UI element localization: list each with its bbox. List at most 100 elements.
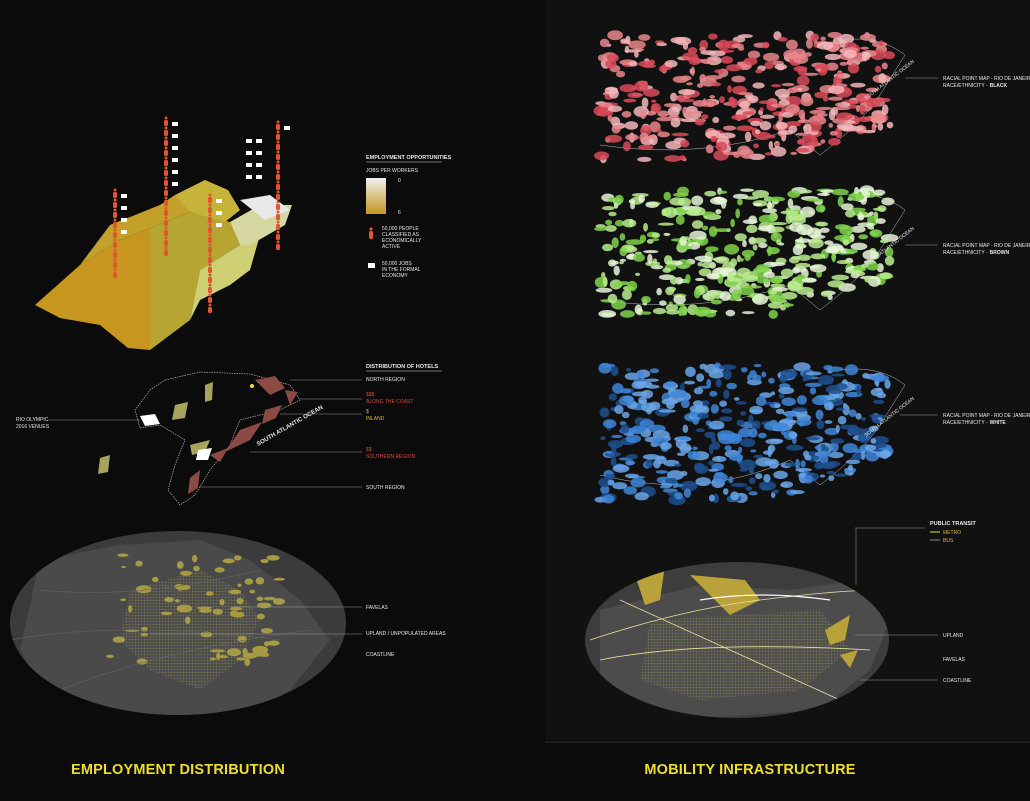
race-point xyxy=(638,144,654,150)
race-point xyxy=(601,243,614,252)
favela xyxy=(209,649,226,653)
race-point xyxy=(837,416,847,425)
briefcase-icon xyxy=(246,151,252,155)
race-point xyxy=(641,389,654,399)
race-point xyxy=(611,434,623,439)
race-point xyxy=(680,382,685,391)
race-point xyxy=(866,262,880,271)
person-icon xyxy=(276,184,280,190)
race-point xyxy=(738,446,743,454)
favela xyxy=(117,553,129,557)
favela xyxy=(244,658,251,666)
person-icon xyxy=(164,160,168,166)
race-point xyxy=(797,254,811,261)
race-point xyxy=(733,397,740,401)
race-point xyxy=(599,38,610,48)
briefcase-icon xyxy=(256,139,262,143)
person-icon xyxy=(208,257,212,263)
person-icon xyxy=(276,134,280,140)
race-point xyxy=(657,222,675,226)
race-point xyxy=(835,424,840,433)
race-point xyxy=(602,276,608,288)
race-point xyxy=(718,364,737,370)
race-point xyxy=(683,380,696,385)
person-icon xyxy=(164,246,168,250)
favela xyxy=(121,565,127,568)
briefcase-icon xyxy=(256,151,262,155)
race-point xyxy=(695,277,705,282)
race-point xyxy=(877,97,891,103)
race-point xyxy=(642,63,657,69)
favela xyxy=(252,645,269,654)
race-point xyxy=(613,282,623,288)
race-point xyxy=(826,62,839,71)
person-icon xyxy=(208,303,212,307)
race-point xyxy=(767,302,784,309)
race-point xyxy=(848,409,857,417)
race-point xyxy=(700,400,710,407)
race-point xyxy=(680,118,696,123)
race-point xyxy=(724,445,732,451)
race-point xyxy=(680,399,690,409)
legend-text: 50,000 PEOPLE xyxy=(382,226,419,232)
race-point xyxy=(657,110,670,118)
person-icon xyxy=(276,230,280,234)
race-point xyxy=(808,238,824,249)
race-point xyxy=(860,46,869,50)
person-icon xyxy=(113,212,117,218)
person-icon xyxy=(164,126,168,130)
race-point xyxy=(753,454,764,459)
race-point xyxy=(796,395,807,405)
race-point xyxy=(743,57,758,66)
race-point xyxy=(776,239,782,246)
favela xyxy=(140,626,148,632)
person-icon xyxy=(276,140,280,144)
race-point xyxy=(784,302,791,308)
race-point xyxy=(599,363,616,368)
race-point xyxy=(864,276,872,283)
section-title: MOBILITY INFRASTRUCTURE xyxy=(644,762,855,778)
person-icon xyxy=(164,190,168,196)
race-point xyxy=(682,52,699,61)
person-icon xyxy=(164,156,168,160)
race-point xyxy=(664,59,678,68)
race-point xyxy=(728,453,744,461)
briefcase-icon xyxy=(172,158,178,162)
land-label: FAVELAS xyxy=(366,605,389,611)
person-icon xyxy=(276,174,280,180)
race-point xyxy=(760,484,770,491)
race-point xyxy=(871,436,889,445)
race-point xyxy=(769,438,784,442)
race-point xyxy=(815,221,829,227)
briefcase-icon xyxy=(121,230,127,234)
race-point xyxy=(770,283,785,288)
race-point xyxy=(788,125,798,133)
person-icon xyxy=(113,202,117,208)
race-point xyxy=(597,54,607,62)
race-point xyxy=(865,450,880,462)
race-point xyxy=(647,253,653,264)
race-point xyxy=(842,404,850,416)
favela xyxy=(164,597,175,603)
race-point xyxy=(651,103,661,114)
favela xyxy=(176,561,184,569)
race-point xyxy=(753,202,763,207)
race-point xyxy=(670,390,687,398)
race-point xyxy=(869,414,886,418)
person-icon xyxy=(276,194,280,200)
race-point xyxy=(748,491,758,496)
race-point xyxy=(815,106,834,111)
favela xyxy=(184,616,191,624)
person-icon xyxy=(276,224,280,230)
race-point xyxy=(645,201,659,208)
favela xyxy=(216,652,221,661)
favela xyxy=(196,606,213,610)
race-point xyxy=(633,253,645,262)
race-point xyxy=(886,121,894,129)
race-point xyxy=(830,438,845,445)
person-icon xyxy=(208,273,212,277)
race-point xyxy=(677,197,692,207)
racial-heading: RACIAL POINT MAP - RIO DE JANEIRO xyxy=(943,243,1030,249)
race-point xyxy=(612,482,628,490)
race-point xyxy=(851,452,862,462)
